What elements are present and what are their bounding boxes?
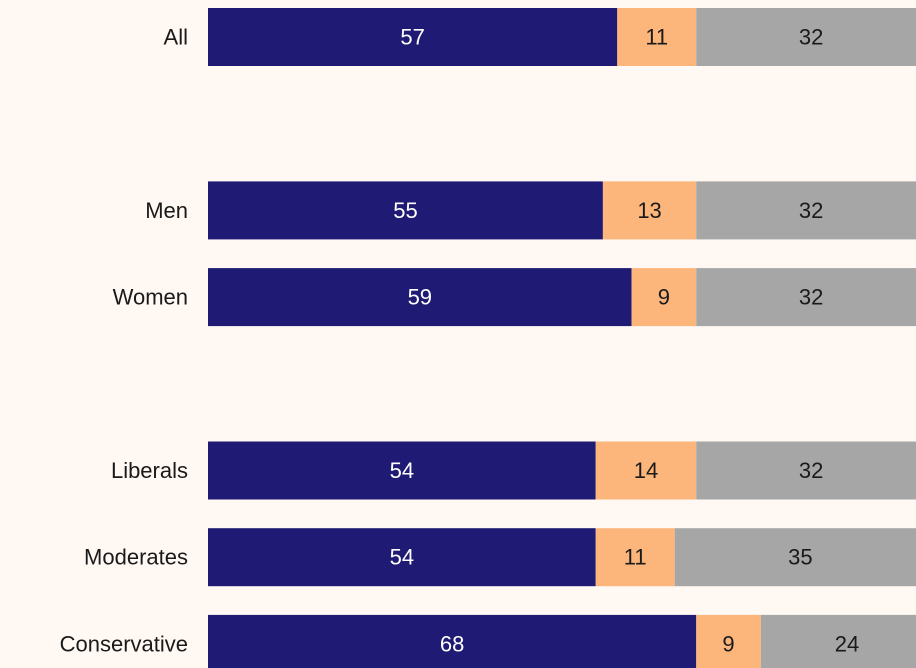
value-label: 54 <box>390 458 414 483</box>
value-label: 9 <box>722 631 734 656</box>
value-label: 32 <box>799 285 823 310</box>
value-label: 59 <box>408 285 432 310</box>
bar-segment <box>208 268 632 327</box>
bar-segment <box>696 614 761 668</box>
value-label: 9 <box>658 285 670 310</box>
bar-segment <box>674 528 916 587</box>
bar-segment <box>208 528 596 587</box>
category-label: All <box>164 25 188 50</box>
category-label: Liberals <box>111 458 188 483</box>
bar-segment <box>602 181 697 240</box>
value-label: 24 <box>835 631 859 656</box>
category-label: Moderates <box>84 545 188 570</box>
value-label: 11 <box>645 25 668 50</box>
bar-segment <box>595 441 697 500</box>
value-label: 13 <box>637 198 661 223</box>
value-label: 55 <box>393 198 417 223</box>
bar-segment <box>208 441 596 500</box>
bar-segment <box>595 528 675 587</box>
bar-segment <box>208 8 618 66</box>
value-label: 32 <box>799 458 823 483</box>
value-label: 35 <box>788 545 812 570</box>
value-label: 32 <box>799 25 823 50</box>
category-label: Men <box>145 198 188 223</box>
bar-segment <box>696 441 916 500</box>
bar-segment <box>696 268 916 327</box>
value-label: 57 <box>400 25 424 50</box>
bar-segment <box>696 181 916 240</box>
category-label: Conservative <box>60 631 188 656</box>
bar-segment <box>631 268 697 327</box>
bar-segment <box>760 614 916 668</box>
bar-segment <box>208 614 697 668</box>
bar-segment <box>208 181 603 240</box>
bar-segment <box>696 8 916 66</box>
value-label: 32 <box>799 198 823 223</box>
bar-segment <box>617 8 697 66</box>
category-label: Women <box>113 285 188 310</box>
value-label: 14 <box>634 458 658 483</box>
value-label: 11 <box>624 545 647 570</box>
value-label: 54 <box>390 545 414 570</box>
value-label: 68 <box>440 631 464 656</box>
